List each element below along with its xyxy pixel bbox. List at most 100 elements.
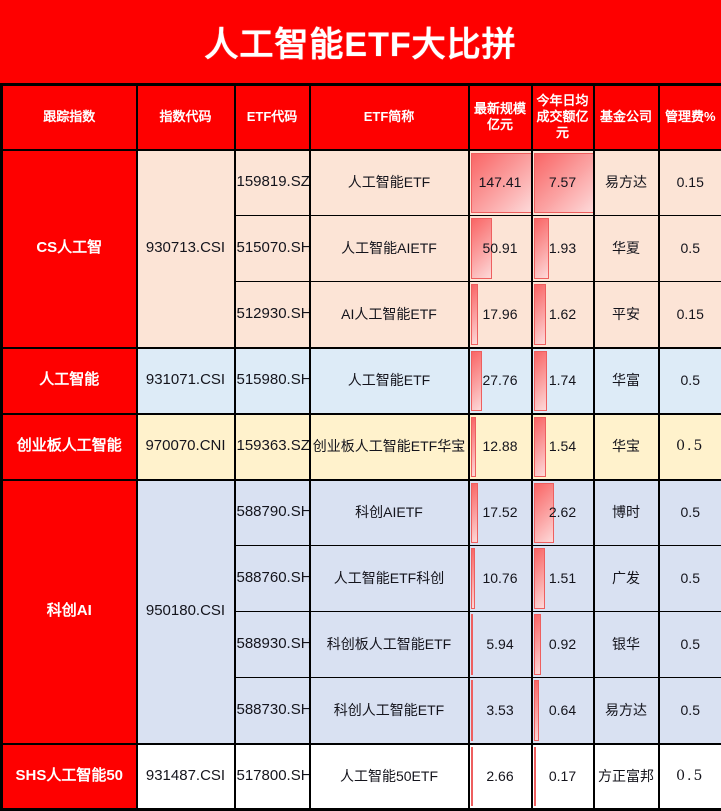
scale-databar: [470, 416, 476, 477]
turnover-databar: [533, 350, 548, 411]
etf-code-cell: 515980.SH: [233, 346, 311, 414]
table-row: 588760.SH 人工智能ETF科创 10.76 1.51 广发 0.5: [2, 545, 721, 612]
scale-databar: [470, 218, 492, 279]
index-code-cell: 970070.CNI: [135, 412, 236, 480]
turnover-databar: [533, 482, 555, 543]
turnover-databar: [533, 680, 539, 741]
turnover-value: 1.54: [548, 437, 577, 454]
col-header-scale: 最新规模亿元: [467, 83, 533, 151]
scale-cell: 50.91: [467, 215, 533, 282]
management-fee-cell: 0.5: [657, 742, 721, 810]
etf-name-cell: 科创人工智能ETF: [308, 677, 470, 744]
etf-code-cell: 588760.SH: [233, 545, 311, 612]
scale-cell: 147.41: [467, 148, 533, 216]
col-header-index-name: 跟踪指数: [0, 83, 138, 151]
scale-value: 10.76: [482, 569, 518, 586]
page-title: 人工智能ETF大比拼: [204, 26, 517, 64]
turnover-value: 1.74: [548, 371, 577, 388]
etf-name-cell: 人工智能AIETF: [308, 215, 470, 282]
scale-cell: 17.96: [467, 281, 533, 348]
table-row: 588730.SH 科创人工智能ETF 3.53 0.64 易方达 0.5: [2, 677, 721, 744]
scale-value: 27.76: [482, 371, 518, 388]
index-code-cell: 950180.CSI: [135, 478, 236, 744]
scale-cell: 5.94: [467, 611, 533, 678]
turnover-value: 1.62: [548, 305, 577, 322]
etf-name-cell: 人工智能ETF: [308, 346, 470, 414]
etf-code-cell: 512930.SH: [233, 281, 311, 348]
scale-cell: 2.66: [467, 742, 533, 810]
col-header-etf-code: ETF代码: [233, 83, 311, 151]
table-row: CS人工智 930713.CSI 159819.SZ 人工智能ETF 147.41 7.5…: [0, 148, 721, 349]
header-row: 跟踪指数 指数代码 ETF代码 ETF简称 最新规模亿元 今年日均成交额亿元 基…: [0, 83, 721, 151]
etf-name-cell: 人工智能ETF: [308, 148, 470, 216]
turnover-cell: 1.51: [530, 545, 595, 612]
turnover-databar: [533, 614, 541, 675]
scale-cell: 10.76: [467, 545, 533, 612]
etf-table: 跟踪指数 指数代码 ETF代码 ETF简称 最新规模亿元 今年日均成交额亿元 基…: [0, 83, 721, 811]
turnover-cell: 0.17: [530, 742, 595, 810]
scale-cell: 17.52: [467, 478, 533, 546]
turnover-databar: [533, 416, 546, 477]
turnover-cell: 2.62: [530, 478, 595, 546]
etf-code-cell: 588790.SH: [233, 478, 311, 546]
management-fee-cell: 0.5: [657, 611, 721, 678]
management-fee-cell: 0.15: [657, 281, 721, 348]
etf-name-cell: 创业板人工智能ETF华宝: [308, 412, 470, 480]
table-row: 515070.SH 人工智能AIETF 50.91 1.93 华夏 0.5: [2, 215, 721, 282]
fund-company-cell: 广发: [592, 545, 660, 612]
turnover-databar: [533, 152, 592, 213]
scale-databar: [470, 614, 473, 675]
scale-cell: 12.88: [467, 412, 533, 480]
scale-cell: 3.53: [467, 677, 533, 744]
table-row: SHS人工智能50 931487.CSI 517800.SH 人工智能50ETF 2.6…: [0, 742, 721, 811]
scale-databar: [470, 746, 473, 806]
turnover-databar: [533, 746, 536, 806]
scale-value: 50.91: [482, 239, 518, 256]
fund-company-cell: 华夏: [592, 215, 660, 282]
scale-value: 12.88: [482, 437, 518, 454]
scale-databar: [470, 482, 478, 543]
turnover-value: 0.92: [548, 635, 577, 652]
scale-databar: [470, 350, 482, 411]
index-name-cell: CS人工智: [0, 148, 138, 349]
etf-table-body: CS人工智 930713.CSI 159819.SZ 人工智能ETF 147.41 7.5…: [0, 148, 721, 811]
management-fee-cell: 0.15: [657, 148, 721, 216]
col-header-etf-name: ETF简称: [308, 83, 470, 151]
fund-company-cell: 易方达: [592, 677, 660, 744]
management-fee-cell: 0.5: [657, 677, 721, 744]
turnover-databar: [533, 218, 549, 279]
etf-code-cell: 515070.SH: [233, 215, 311, 282]
scale-databar: [470, 152, 530, 213]
table-row: 创业板人工智能 970070.CNI 159363.SZ 创业板人工智能ETF华宝 12…: [0, 412, 721, 481]
scale-value: 3.53: [486, 701, 514, 718]
turnover-value: 0.17: [548, 767, 577, 784]
title-bar: 人工智能ETF大比拼: [0, 0, 721, 83]
management-fee-cell: 0.5: [657, 346, 721, 414]
scale-databar: [470, 284, 478, 345]
etf-name-cell: 人工智能50ETF: [308, 742, 470, 810]
index-name-cell: 人工智能: [0, 346, 138, 415]
etf-name-cell: 科创AIETF: [308, 478, 470, 546]
scale-value: 17.96: [482, 305, 518, 322]
turnover-cell: 1.54: [530, 412, 595, 480]
fund-company-cell: 华宝: [592, 412, 660, 480]
scale-databar: [470, 548, 475, 609]
turnover-databar: [533, 548, 546, 609]
table-row: 588930.SH 科创板人工智能ETF 5.94 0.92 银华 0.5: [2, 611, 721, 678]
management-fee-cell: 0.5: [657, 215, 721, 282]
index-code-cell: 931487.CSI: [135, 742, 236, 810]
fund-company-cell: 方正富邦: [592, 742, 660, 810]
fund-company-cell: 易方达: [592, 148, 660, 216]
scale-databar: [470, 680, 473, 741]
col-header-turnover: 今年日均成交额亿元: [530, 83, 595, 151]
scale-value: 17.52: [482, 504, 518, 520]
col-header-index-code: 指数代码: [135, 83, 236, 151]
fund-company-cell: 平安: [592, 281, 660, 348]
fund-company-cell: 银华: [592, 611, 660, 678]
turnover-value: 1.51: [548, 569, 577, 586]
turnover-cell: 1.62: [530, 281, 595, 348]
fund-company-cell: 博时: [592, 478, 660, 546]
etf-code-cell: 588730.SH: [233, 677, 311, 744]
index-name-cell: 科创AI: [0, 478, 138, 745]
table-row: 科创AI 950180.CSI 588790.SH 科创AIETF 17.52 2.62 博…: [0, 478, 721, 745]
